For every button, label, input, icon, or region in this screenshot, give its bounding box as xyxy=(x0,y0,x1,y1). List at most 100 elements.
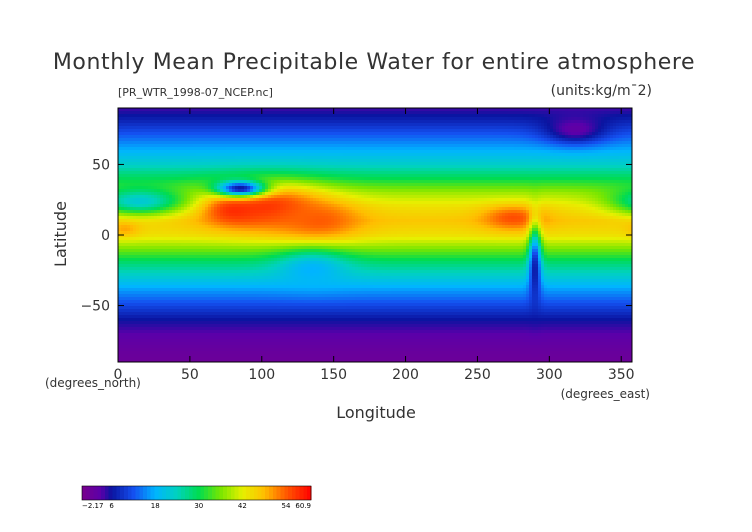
heatmap-cell xyxy=(496,135,499,138)
heatmap-cell xyxy=(271,192,274,195)
heatmap-cell xyxy=(226,174,229,177)
heatmap-cell xyxy=(175,156,178,159)
heatmap-cell xyxy=(256,192,259,195)
heatmap-cell xyxy=(607,111,610,114)
heatmap-cell xyxy=(628,189,631,192)
heatmap-cell xyxy=(190,168,193,171)
heatmap-cell xyxy=(370,159,373,162)
heatmap-cell xyxy=(136,135,139,138)
heatmap-cell xyxy=(319,114,322,117)
heatmap-cell xyxy=(511,165,514,168)
heatmap-cell xyxy=(574,141,577,144)
heatmap-cell xyxy=(403,135,406,138)
heatmap-cell xyxy=(307,138,310,141)
heatmap-cell xyxy=(298,156,301,159)
heatmap-cell xyxy=(169,117,172,120)
heatmap-cell xyxy=(130,177,133,180)
heatmap-cell xyxy=(505,120,508,123)
heatmap-cell xyxy=(625,156,628,159)
heatmap-cell xyxy=(196,111,199,114)
heatmap-cell xyxy=(490,153,493,156)
heatmap-cell xyxy=(400,162,403,165)
heatmap-cell xyxy=(430,120,433,123)
heatmap-cell xyxy=(379,111,382,114)
heatmap-cell xyxy=(193,189,196,192)
heatmap-cell xyxy=(436,183,439,186)
heatmap-cell xyxy=(139,186,142,189)
heatmap-cell xyxy=(550,183,553,186)
heatmap-cell xyxy=(373,123,376,126)
heatmap-cell xyxy=(199,120,202,123)
heatmap-cell xyxy=(394,168,397,171)
heatmap-cell xyxy=(463,189,466,192)
heatmap-cell xyxy=(304,180,307,183)
heatmap-cell xyxy=(388,180,391,183)
heatmap-cell xyxy=(310,183,313,186)
heatmap-cell xyxy=(412,135,415,138)
heatmap-cell xyxy=(343,189,346,192)
heatmap-cell xyxy=(247,144,250,147)
heatmap-cell xyxy=(217,147,220,150)
heatmap-cell xyxy=(190,156,193,159)
heatmap-cell xyxy=(250,177,253,180)
heatmap-cell xyxy=(259,177,262,180)
heatmap-cell xyxy=(583,123,586,126)
heatmap-cell xyxy=(181,123,184,126)
heatmap-cell xyxy=(175,114,178,117)
heatmap-cell xyxy=(271,177,274,180)
heatmap-cell xyxy=(325,141,328,144)
heatmap-cell xyxy=(466,114,469,117)
heatmap-cell xyxy=(235,135,238,138)
heatmap-cell xyxy=(394,180,397,183)
heatmap-cell xyxy=(376,162,379,165)
heatmap-cell xyxy=(556,192,559,195)
heatmap-cell xyxy=(388,183,391,186)
heatmap-cell xyxy=(592,189,595,192)
heatmap-cell xyxy=(538,129,541,132)
heatmap-cell xyxy=(610,111,613,114)
heatmap-cell xyxy=(322,189,325,192)
heatmap-cell xyxy=(595,171,598,174)
heatmap-cell xyxy=(310,189,313,192)
heatmap-cell xyxy=(160,159,163,162)
heatmap-cell xyxy=(259,192,262,195)
heatmap-cell xyxy=(562,120,565,123)
heatmap-cell xyxy=(301,156,304,159)
heatmap-cell xyxy=(199,144,202,147)
heatmap-cell xyxy=(163,117,166,120)
heatmap-cell xyxy=(592,156,595,159)
heatmap-cell xyxy=(598,180,601,183)
heatmap-cell xyxy=(517,138,520,141)
heatmap-cell xyxy=(589,192,592,195)
heatmap-cell xyxy=(265,192,268,195)
heatmap-cell xyxy=(337,111,340,114)
heatmap-cell xyxy=(301,144,304,147)
heatmap-cell xyxy=(157,126,160,129)
heatmap-cell xyxy=(541,189,544,192)
heatmap-cell xyxy=(133,126,136,129)
heatmap-cell xyxy=(337,132,340,135)
heatmap-cell xyxy=(574,153,577,156)
heatmap-cell xyxy=(433,171,436,174)
heatmap-cell xyxy=(463,180,466,183)
heatmap-cell xyxy=(166,141,169,144)
heatmap-cell xyxy=(364,147,367,150)
heatmap-cell xyxy=(259,159,262,162)
heatmap-cell xyxy=(331,114,334,117)
heatmap-cell xyxy=(613,180,616,183)
heatmap-cell xyxy=(265,138,268,141)
heatmap-cell xyxy=(550,174,553,177)
heatmap-cell xyxy=(151,180,154,183)
heatmap-cell xyxy=(463,129,466,132)
heatmap-cell xyxy=(364,111,367,114)
heatmap-cell xyxy=(559,180,562,183)
heatmap-cell xyxy=(241,156,244,159)
heatmap-cell xyxy=(283,129,286,132)
heatmap-cell xyxy=(148,180,151,183)
heatmap-cell xyxy=(190,114,193,117)
heatmap-cell xyxy=(535,174,538,177)
heatmap-cell xyxy=(406,156,409,159)
heatmap-cell xyxy=(127,141,130,144)
heatmap-cell xyxy=(235,129,238,132)
heatmap-cell xyxy=(379,180,382,183)
